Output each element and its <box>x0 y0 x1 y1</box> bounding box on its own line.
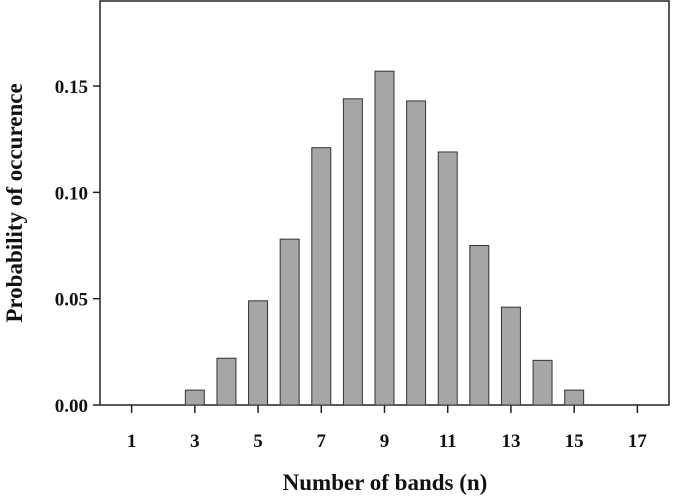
bar <box>469 245 490 406</box>
bar <box>437 151 458 406</box>
bar <box>184 389 205 406</box>
bar <box>279 238 300 406</box>
x-tick-label: 13 <box>501 431 520 452</box>
y-tick-label: 0.10 <box>55 183 88 204</box>
bar <box>564 389 585 406</box>
bar <box>248 300 269 406</box>
bar <box>500 306 521 406</box>
x-tick-label: 3 <box>190 431 200 452</box>
x-tick-label: 9 <box>380 431 390 452</box>
bar <box>342 98 363 406</box>
bar <box>406 100 427 406</box>
y-tick-label: 0.15 <box>55 77 88 98</box>
bar <box>311 147 332 406</box>
y-tick-label: 0.00 <box>55 396 88 417</box>
x-tick-label: 11 <box>439 431 457 452</box>
x-axis-title: Number of bands (n) <box>283 470 488 495</box>
x-tick-label: 5 <box>253 431 263 452</box>
x-tick-label: 7 <box>317 431 327 452</box>
x-tick-label: 1 <box>127 431 137 452</box>
y-tick-label: 0.05 <box>55 290 88 311</box>
bar <box>532 359 553 406</box>
y-axis-title: Probability of occurence <box>2 83 27 322</box>
x-tick-label: 17 <box>628 431 648 452</box>
x-tick-label: 15 <box>565 431 584 452</box>
bar <box>374 70 395 406</box>
bar <box>216 357 237 406</box>
